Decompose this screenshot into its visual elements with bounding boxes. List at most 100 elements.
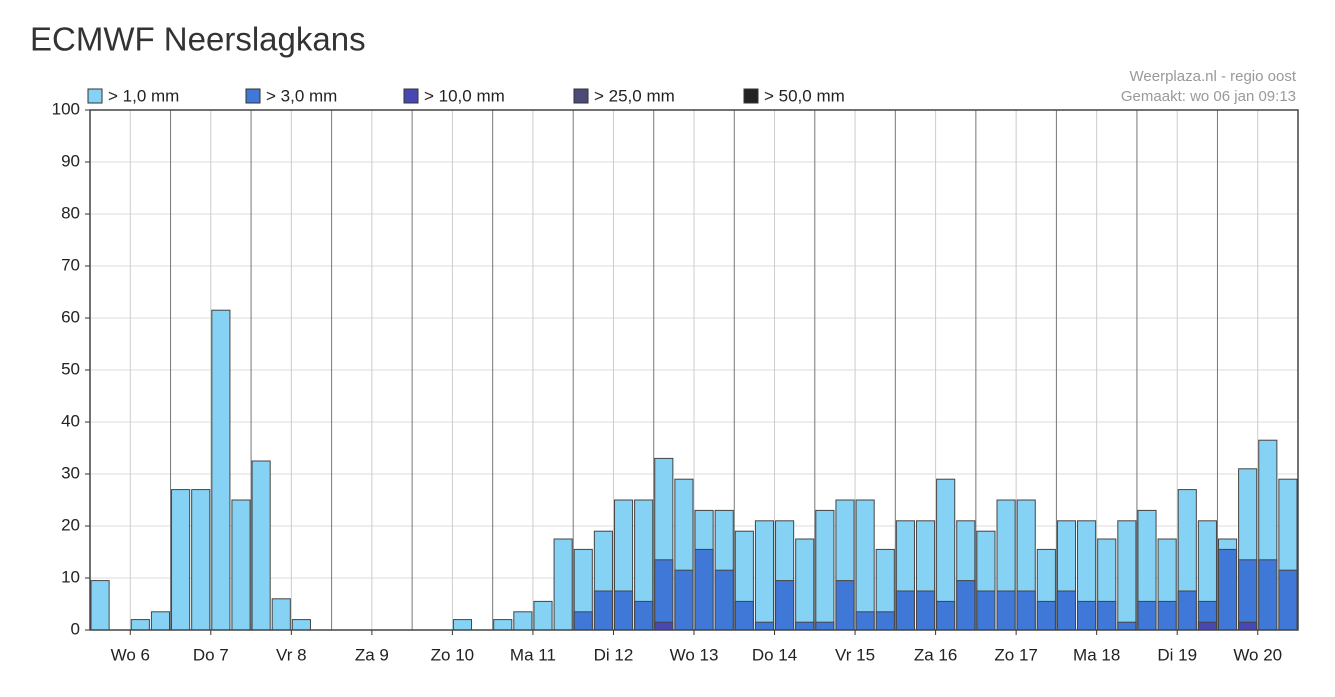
y-tick-label: 70 <box>61 255 80 274</box>
x-tick-label: Wo 13 <box>670 645 719 664</box>
bar <box>1117 621 1137 631</box>
y-tick-label: 30 <box>61 463 80 482</box>
bar <box>754 621 775 631</box>
bar <box>875 611 895 631</box>
x-tick-label: Ma 11 <box>510 645 556 664</box>
legend-label: > 25,0 mm <box>594 86 675 105</box>
bar <box>513 611 533 631</box>
bar <box>1137 600 1157 631</box>
y-tick-label: 0 <box>71 619 80 638</box>
legend-swatch <box>403 88 419 104</box>
bar <box>895 590 915 631</box>
y-tick-label: 20 <box>61 515 80 534</box>
legend-label: > 50,0 mm <box>764 86 845 105</box>
bar <box>915 590 936 631</box>
bar <box>1056 590 1077 631</box>
bar <box>734 600 754 631</box>
bar <box>1217 548 1238 631</box>
bar <box>1036 600 1056 631</box>
y-tick-label: 10 <box>61 567 80 586</box>
x-tick-label: Do 14 <box>752 645 797 664</box>
bar <box>835 580 855 631</box>
bar <box>291 619 311 631</box>
bar <box>714 569 734 631</box>
legend-label: > 10,0 mm <box>424 86 505 105</box>
bar <box>976 590 996 631</box>
bar <box>674 569 694 631</box>
bar <box>855 611 875 631</box>
bar <box>533 600 553 631</box>
legend-swatch <box>743 88 759 104</box>
bar <box>211 309 231 631</box>
bar <box>130 619 150 631</box>
bar <box>251 460 271 631</box>
plot-frame <box>89 109 1299 631</box>
bar <box>775 580 795 631</box>
bar <box>593 590 613 631</box>
bar <box>1157 600 1177 631</box>
x-tick-label: Za 16 <box>914 645 957 664</box>
y-tick-label: 60 <box>61 307 80 326</box>
y-tick-label: 100 <box>52 99 80 118</box>
x-tick-label: Wo 20 <box>1233 645 1282 664</box>
bar <box>171 489 191 631</box>
x-tick-label: Wo 6 <box>111 645 150 664</box>
x-tick-label: Di 12 <box>594 645 634 664</box>
bar <box>1278 569 1298 631</box>
legend-label: > 1,0 mm <box>108 86 179 105</box>
chart-title: ECMWF Neerslagkans <box>30 21 366 58</box>
bar <box>815 621 835 631</box>
bar <box>1197 621 1217 631</box>
bar <box>634 600 654 631</box>
legend-label: > 3,0 mm <box>266 86 337 105</box>
bar <box>1077 600 1097 631</box>
bar <box>271 598 291 631</box>
x-tick-label: Di 19 <box>1157 645 1197 664</box>
x-tick-label: Za 9 <box>355 645 389 664</box>
made-note: Gemaakt: wo 06 jan 09:13 <box>1121 88 1296 105</box>
bar <box>795 621 815 631</box>
bar <box>754 520 775 631</box>
bar <box>654 559 674 631</box>
bar <box>553 538 573 631</box>
bar <box>1238 559 1258 631</box>
bar <box>1238 621 1258 631</box>
legend-swatch <box>245 88 261 104</box>
bar <box>191 489 211 631</box>
x-tick-label: Ma 18 <box>1073 645 1120 664</box>
bar <box>956 580 976 631</box>
bar <box>493 619 513 631</box>
bar <box>654 621 674 631</box>
bar <box>90 580 110 631</box>
bar <box>1258 559 1278 631</box>
x-tick-label: Zo 10 <box>431 645 474 664</box>
bar <box>231 499 251 631</box>
bar <box>613 590 634 631</box>
bar <box>573 611 593 631</box>
y-tick-label: 80 <box>61 203 80 222</box>
bar <box>694 548 714 631</box>
bar <box>150 611 171 631</box>
x-tick-label: Do 7 <box>193 645 229 664</box>
bar <box>1097 600 1117 631</box>
bar <box>815 509 835 631</box>
source-note: Weerplaza.nl - regio oost <box>1130 68 1297 85</box>
bar <box>795 538 815 631</box>
y-tick-label: 90 <box>61 151 80 170</box>
bar <box>996 590 1016 631</box>
x-tick-label: Vr 15 <box>835 645 875 664</box>
legend-swatch <box>573 88 589 104</box>
bar <box>1117 520 1137 631</box>
bar <box>936 600 956 631</box>
bar <box>855 499 875 631</box>
x-tick-label: Vr 8 <box>276 645 307 664</box>
x-tick-label: Zo 17 <box>994 645 1037 664</box>
bar <box>1177 590 1197 631</box>
legend-swatch <box>87 88 103 104</box>
bar <box>452 619 473 631</box>
y-tick-label: 50 <box>61 359 80 378</box>
y-tick-label: 40 <box>61 411 80 430</box>
bar <box>1016 590 1036 631</box>
